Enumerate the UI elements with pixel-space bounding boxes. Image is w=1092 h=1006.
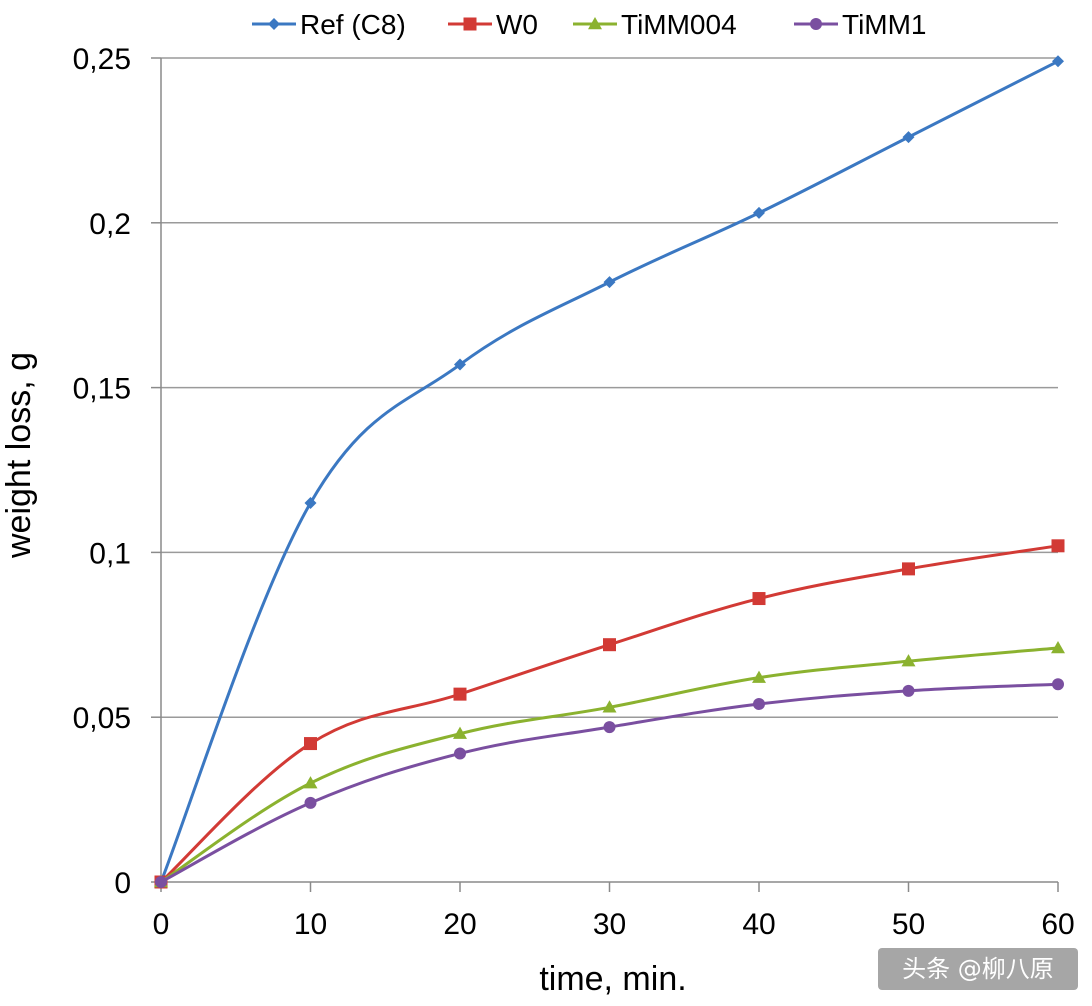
legend-swatch-marker xyxy=(588,17,602,30)
legend-swatch-marker xyxy=(810,18,822,30)
legend-swatch-marker xyxy=(463,17,477,31)
data-point xyxy=(454,747,466,760)
series-line xyxy=(159,59,1059,883)
y-tick-label: 0,25 xyxy=(73,43,131,76)
data-point xyxy=(902,562,915,576)
data-point xyxy=(1051,640,1065,654)
series-timm004 xyxy=(154,640,1065,888)
y-tick-label: 0,2 xyxy=(89,208,131,241)
x-tick-labels: 0 10 20 30 40 50 60 xyxy=(153,908,1075,941)
series-line xyxy=(159,544,1059,884)
legend: Ref (C8) W0 TiMM004 TiMM1 xyxy=(252,9,927,40)
y-axis-title: weight loss, g xyxy=(0,352,38,559)
data-point xyxy=(603,638,616,652)
data-point xyxy=(753,206,765,219)
data-point xyxy=(155,876,167,888)
gridlines xyxy=(161,57,1058,718)
series-w0 xyxy=(154,539,1065,889)
data-point xyxy=(454,358,466,371)
legend-label: TiMM004 xyxy=(621,9,737,40)
y-tick-label: 0,1 xyxy=(89,537,131,570)
series-line xyxy=(160,646,1059,884)
axes xyxy=(151,57,1059,892)
legend-item: TiMM004 xyxy=(573,9,737,40)
legend-label: Ref (C8) xyxy=(300,9,406,40)
data-point xyxy=(902,131,915,144)
x-tick-label: 50 xyxy=(892,908,925,941)
y-tick-label: 0,05 xyxy=(73,702,131,735)
data-point xyxy=(603,276,616,289)
data-point xyxy=(1051,539,1065,553)
x-tick-label: 60 xyxy=(1041,908,1074,941)
data-point xyxy=(453,726,467,739)
data-point xyxy=(1052,678,1064,691)
watermark-text: 头条 @柳八原 xyxy=(902,955,1054,983)
legend-label: W0 xyxy=(496,9,538,40)
x-tick-label: 10 xyxy=(294,908,327,941)
legend-label: TiMM1 xyxy=(842,9,927,40)
data-point xyxy=(902,684,915,697)
series-group xyxy=(154,55,1065,889)
data-point xyxy=(304,796,317,809)
legend-swatch-marker xyxy=(268,18,280,30)
legend-item: TiMM1 xyxy=(794,9,927,40)
data-point xyxy=(303,776,318,789)
y-tick-label: 0,15 xyxy=(73,373,131,406)
series-ref-c8 xyxy=(155,55,1064,888)
x-tick-label: 20 xyxy=(443,908,476,941)
data-point xyxy=(752,592,766,606)
y-tick-labels: 0 0,05 0,1 0,15 0,2 0,25 xyxy=(73,43,131,900)
legend-item: W0 xyxy=(448,9,538,40)
data-point xyxy=(1052,55,1064,68)
data-point xyxy=(752,670,766,683)
data-point xyxy=(603,721,616,734)
series-timm1 xyxy=(155,678,1064,888)
series-line xyxy=(160,682,1059,884)
legend-item: Ref (C8) xyxy=(252,9,406,40)
watermark: 头条 @柳八原 xyxy=(878,948,1078,990)
data-point xyxy=(304,737,317,751)
data-point xyxy=(901,654,916,667)
data-point xyxy=(602,700,617,713)
data-point xyxy=(304,496,317,509)
x-tick-label: 0 xyxy=(153,908,170,941)
x-tick-label: 30 xyxy=(593,908,626,941)
data-point xyxy=(753,698,765,711)
y-tick-label: 0 xyxy=(114,867,131,900)
x-tick-label: 40 xyxy=(742,908,775,941)
x-axis-title: time, min. xyxy=(539,960,686,998)
data-point xyxy=(453,687,467,701)
watermark-background xyxy=(878,948,1078,990)
